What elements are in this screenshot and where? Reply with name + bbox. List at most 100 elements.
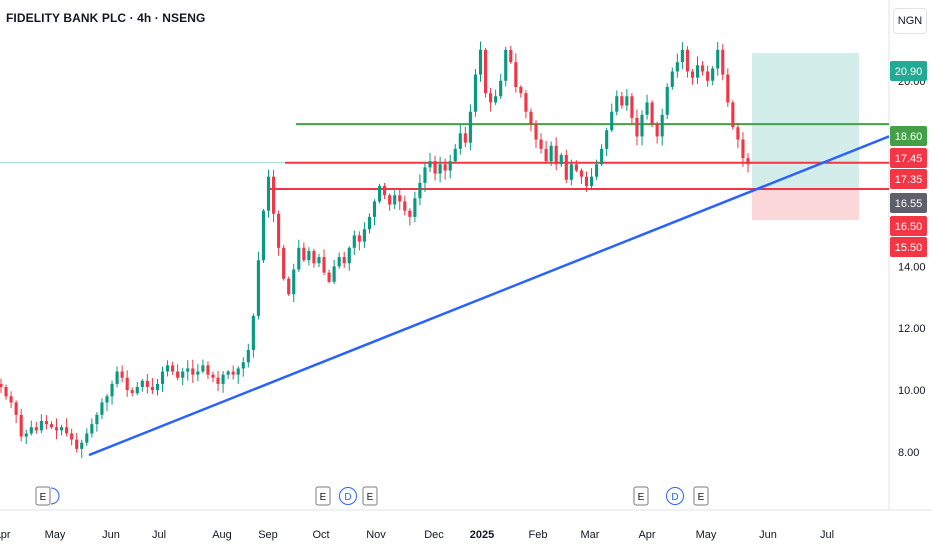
candle	[595, 164, 599, 177]
candle	[524, 93, 528, 112]
candle	[706, 71, 710, 81]
candle	[539, 139, 543, 149]
earnings-marker-label: E	[320, 492, 327, 503]
candle	[120, 371, 124, 378]
candle	[60, 427, 64, 431]
candle	[221, 374, 225, 384]
candle	[574, 164, 578, 171]
candle	[731, 102, 735, 128]
candle	[418, 182, 422, 199]
candle	[292, 269, 296, 295]
candle	[4, 387, 8, 397]
y-tick-label: 12.00	[898, 323, 926, 335]
x-tick-label: Nov	[366, 529, 386, 541]
candle	[29, 427, 33, 434]
candle	[519, 86, 523, 94]
candle	[685, 49, 689, 72]
candle	[347, 247, 351, 264]
position-profit-zone	[752, 52, 859, 188]
candle	[256, 260, 260, 316]
candle	[287, 278, 291, 295]
price-tag-label: 16.50	[895, 221, 923, 233]
candle	[549, 145, 553, 162]
candle	[135, 387, 139, 394]
currency-selector[interactable]: NGN	[893, 8, 927, 34]
candle	[640, 114, 644, 137]
candle	[196, 371, 200, 375]
candle	[261, 210, 266, 261]
candle	[80, 442, 84, 449]
x-tick-label: Dec	[424, 529, 444, 541]
x-tick-label: Feb	[529, 529, 548, 541]
candle	[181, 371, 185, 378]
candle	[544, 148, 548, 162]
earnings-marker-label: E	[367, 492, 374, 503]
trendline[interactable]	[88, 135, 889, 457]
candle	[600, 148, 604, 165]
candle	[236, 368, 240, 375]
price-tag	[890, 169, 927, 189]
position-tool[interactable]	[752, 52, 859, 220]
candle	[438, 164, 442, 174]
x-tick-label: Aug	[212, 529, 232, 541]
earnings-marker	[693, 486, 709, 506]
candle	[675, 62, 679, 72]
candle	[24, 433, 28, 437]
candle	[630, 96, 634, 118]
candle	[176, 371, 180, 378]
candle	[110, 383, 114, 397]
price-tag	[890, 193, 927, 213]
candle	[569, 164, 573, 180]
x-tick-label: Jun	[102, 529, 120, 541]
price-tag	[890, 216, 927, 236]
candle	[95, 414, 99, 425]
price-tag-label: 17.45	[895, 153, 923, 165]
candle	[529, 111, 533, 125]
chart-title: FIDELITY BANK PLC · 4h · NSENG	[6, 11, 206, 25]
candle	[483, 49, 488, 94]
candle	[443, 164, 447, 171]
candle	[377, 185, 382, 202]
price-tag	[890, 237, 927, 257]
candle	[403, 201, 407, 211]
price-tag-label: 15.50	[895, 242, 923, 254]
candle	[665, 86, 669, 115]
x-tick-label: May	[45, 529, 66, 541]
candle	[736, 127, 740, 140]
x-tick-label: Jul	[152, 529, 166, 541]
candle	[615, 96, 619, 112]
candle	[297, 247, 301, 270]
candle	[423, 167, 427, 183]
dividend-marker	[666, 487, 684, 505]
candle	[90, 424, 94, 434]
horizontal-lines[interactable]	[0, 123, 889, 191]
candle	[105, 396, 109, 403]
candle	[589, 176, 594, 186]
candle	[342, 257, 346, 264]
candle	[458, 133, 462, 149]
candle	[125, 377, 129, 391]
candle	[251, 315, 255, 350]
time-axis[interactable]: Apr May Jun Jul Aug Sep Oct Nov Dec 2025 Feb Mar Apr…	[0, 529, 834, 541]
dividend-marker-partial	[50, 487, 60, 505]
candle	[150, 387, 154, 391]
candle	[504, 49, 508, 81]
x-tick-label: May	[696, 529, 717, 541]
candle	[115, 371, 119, 384]
candle	[453, 148, 457, 162]
candle	[372, 201, 377, 217]
candle	[231, 371, 235, 375]
candle	[266, 176, 271, 211]
price-tag-label: 17.35	[895, 174, 923, 186]
price-tag-label: 16.55	[895, 198, 923, 210]
candle	[165, 365, 170, 372]
dividend-marker-label: D	[344, 492, 351, 503]
candle	[171, 365, 175, 372]
price-tag	[890, 148, 927, 168]
trendline-line	[88, 135, 889, 457]
candle	[191, 368, 195, 375]
candle	[463, 133, 467, 143]
earnings-marker	[362, 486, 378, 506]
